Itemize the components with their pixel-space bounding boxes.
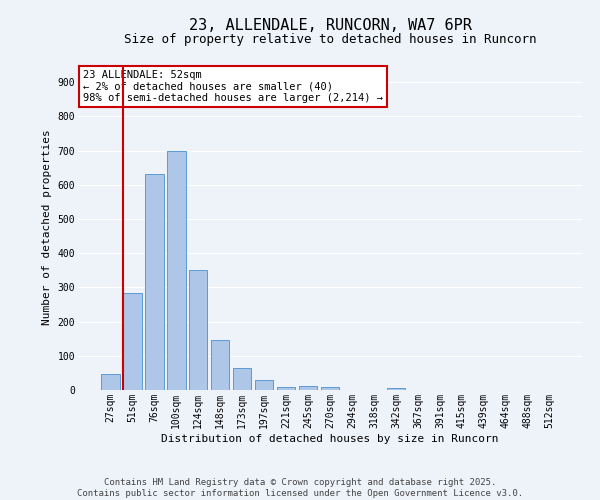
Bar [277, 386, 295, 390]
Bar [233, 368, 251, 390]
Bar [101, 374, 119, 390]
X-axis label: Distribution of detached houses by size in Runcorn: Distribution of detached houses by size … [161, 434, 499, 444]
Bar [167, 150, 185, 390]
Bar [299, 386, 317, 390]
Bar [386, 388, 405, 390]
Y-axis label: Number of detached properties: Number of detached properties [42, 130, 52, 326]
Bar [189, 270, 208, 390]
Bar [255, 380, 274, 390]
Bar [320, 386, 340, 390]
Bar [211, 340, 229, 390]
Text: 23 ALLENDALE: 52sqm
← 2% of detached houses are smaller (40)
98% of semi-detache: 23 ALLENDALE: 52sqm ← 2% of detached hou… [83, 70, 383, 103]
Text: Contains HM Land Registry data © Crown copyright and database right 2025.
Contai: Contains HM Land Registry data © Crown c… [77, 478, 523, 498]
Text: 23, ALLENDALE, RUNCORN, WA7 6PR: 23, ALLENDALE, RUNCORN, WA7 6PR [188, 18, 472, 32]
Bar [145, 174, 164, 390]
Text: Size of property relative to detached houses in Runcorn: Size of property relative to detached ho… [124, 32, 536, 46]
Bar [123, 292, 142, 390]
